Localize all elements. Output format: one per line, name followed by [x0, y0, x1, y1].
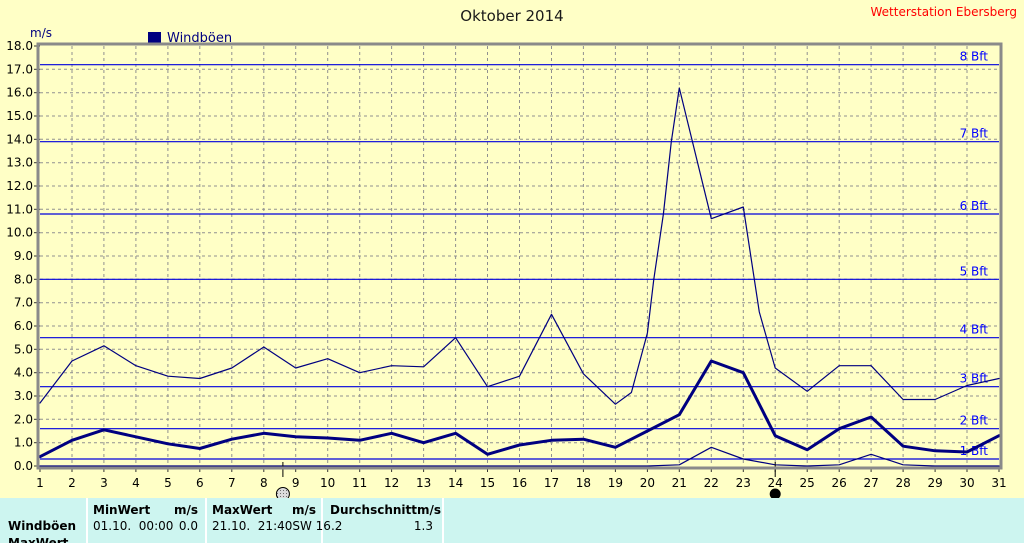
y-tick-label: 4.0 — [14, 366, 33, 380]
beaufort-label: 4 Bft — [960, 323, 989, 337]
x-tick-label: 28 — [895, 476, 910, 490]
y-tick-label: 6.0 — [14, 319, 33, 333]
x-tick-label: 27 — [863, 476, 878, 490]
legend-label: Windböen — [167, 31, 233, 46]
summary-table: MinWert m/s MaxWert m/s Durchschnitt m/s… — [0, 498, 1024, 543]
x-tick-label: 23 — [736, 476, 751, 490]
clipped-row-label: MaxWert — [8, 536, 69, 543]
maxwert-header: MaxWert — [212, 503, 273, 517]
x-tick-label: 2 — [68, 476, 76, 490]
beaufort-label: 8 Bft — [960, 50, 989, 64]
x-tick-label: 16 — [512, 476, 527, 490]
y-tick-label: 14.0 — [6, 132, 33, 146]
y-tick-label: 7.0 — [14, 296, 33, 310]
beaufort-label: 2 Bft — [960, 414, 989, 428]
y-tick-label: 11.0 — [6, 202, 33, 216]
x-tick-label: 21 — [672, 476, 687, 490]
minwert-datetime: 01.10. 00:00 — [93, 519, 174, 533]
table-separator — [442, 498, 444, 543]
x-tick-label: 1 — [36, 476, 44, 490]
x-tick-label: 18 — [576, 476, 591, 490]
maxwert-unit: m/s — [291, 503, 316, 517]
x-tick-label: 6 — [196, 476, 204, 490]
durchschnitt-header: Durchschnitt — [330, 503, 418, 517]
x-tick-label: 15 — [480, 476, 495, 490]
x-tick-label: 19 — [608, 476, 623, 490]
y-tick-label: 16.0 — [6, 86, 33, 100]
new-moon-icon — [769, 488, 781, 500]
x-tick-label: 22 — [704, 476, 719, 490]
minwert-value: 0.0 — [178, 519, 198, 533]
x-tick-label: 4 — [132, 476, 140, 490]
x-tick-label: 5 — [164, 476, 172, 490]
y-tick-label: 15.0 — [6, 109, 33, 123]
table-separator — [321, 498, 323, 543]
series-row-label: Windböen — [8, 519, 76, 533]
plot-border — [36, 42, 1003, 470]
y-tick-label: 13.0 — [6, 156, 33, 170]
page-title: Oktober 2014 — [460, 7, 564, 25]
x-tick-label: 30 — [959, 476, 974, 490]
x-tick-label: 14 — [448, 476, 463, 490]
station-label: Wetterstation Ebersberg — [870, 5, 1018, 19]
x-tick-label: 8 — [260, 476, 268, 490]
x-tick-label: 17 — [544, 476, 559, 490]
y-tick-label: 12.0 — [6, 179, 33, 193]
durchschnitt-value: 1.3 — [413, 519, 433, 533]
beaufort-label: 7 Bft — [960, 127, 989, 141]
x-tick-label: 29 — [927, 476, 942, 490]
y-tick-label: 5.0 — [14, 342, 33, 356]
beaufort-label: 5 Bft — [960, 264, 989, 278]
table-separator — [86, 498, 88, 543]
x-tick-label: 26 — [832, 476, 847, 490]
y-tick-label: 17.0 — [6, 62, 33, 76]
x-tick-label: 13 — [416, 476, 431, 490]
x-tick-label: 31 — [991, 476, 1006, 490]
y-tick-label: 3.0 — [14, 389, 33, 403]
x-tick-label: 25 — [800, 476, 815, 490]
series-line-1 — [38, 359, 1001, 459]
x-tick-label: 24 — [768, 476, 783, 490]
durchschnitt-unit: m/s — [417, 503, 442, 517]
minwert-unit: m/s — [173, 503, 198, 517]
y-tick-label: 10.0 — [6, 226, 33, 240]
y-tick-label: 18.0 — [6, 39, 33, 53]
maxwert-datetime-value: 21.10. 21:40SW 16.2 — [212, 519, 343, 533]
y-tick-label: 1.0 — [14, 436, 33, 450]
y-tick-label: 0.0 — [14, 459, 33, 473]
beaufort-label: 1 Bft — [960, 444, 989, 458]
legend-swatch-icon — [148, 32, 161, 45]
minwert-header: MinWert — [93, 503, 151, 517]
x-tick-label: 7 — [228, 476, 236, 490]
series-line-2 — [39, 446, 1000, 467]
legend: Windböen — [148, 31, 232, 46]
beaufort-label: 6 Bft — [960, 199, 989, 213]
x-tick-label: 20 — [640, 476, 655, 490]
x-tick-label: 11 — [352, 476, 367, 490]
x-tick-label: 12 — [384, 476, 399, 490]
x-tick-label: 3 — [100, 476, 108, 490]
y-tick-label: 8.0 — [14, 272, 33, 286]
x-tick-label: 10 — [320, 476, 335, 490]
y-tick-label: 9.0 — [14, 249, 33, 263]
x-tick-label: 9 — [292, 476, 300, 490]
y-axis-unit-label: m/s — [30, 26, 52, 40]
table-separator — [205, 498, 207, 543]
y-tick-label: 2.0 — [14, 412, 33, 426]
series-line-0 — [39, 87, 1000, 405]
